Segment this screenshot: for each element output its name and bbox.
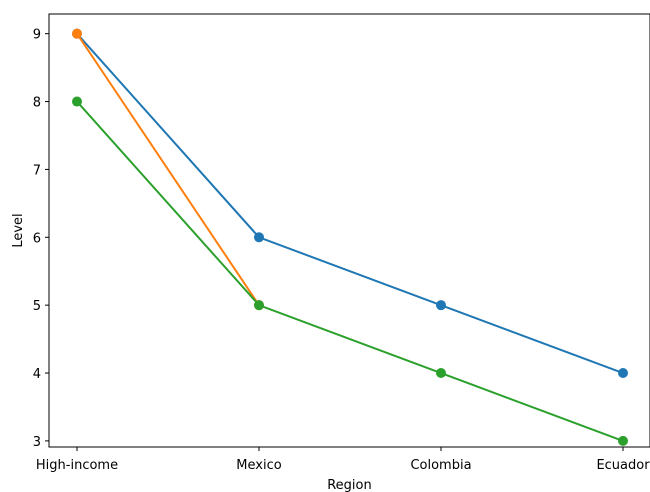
x-tick-label: Colombia xyxy=(410,458,471,473)
data-point xyxy=(436,300,446,311)
x-axis-ticks: High-income Mexico Colombia Ecuador xyxy=(36,447,650,473)
data-point xyxy=(436,368,446,379)
x-tick-label: Ecuador xyxy=(596,458,650,473)
y-axis-ticks: 3 4 5 6 7 8 9 xyxy=(33,28,49,450)
y-tick-label: 7 xyxy=(33,163,41,178)
y-axis-label: Level xyxy=(11,213,26,247)
series-line-1 xyxy=(76,33,624,374)
y-tick-label: 6 xyxy=(33,231,41,246)
y-tick-label: 9 xyxy=(33,28,41,43)
y-tick-label: 5 xyxy=(33,299,41,314)
x-tick-label: High-income xyxy=(36,458,118,473)
series-lines xyxy=(76,33,624,442)
data-point xyxy=(72,28,82,39)
data-point xyxy=(254,300,264,311)
data-point xyxy=(618,368,628,379)
data-point xyxy=(72,96,82,107)
x-axis-label: Region xyxy=(327,478,372,492)
series-line-2 xyxy=(76,33,260,306)
y-tick-label: 4 xyxy=(33,367,41,382)
plot-frame xyxy=(48,13,650,448)
y-tick-label: 3 xyxy=(33,435,41,450)
data-point xyxy=(618,435,628,446)
data-point xyxy=(254,232,264,243)
y-tick-label: 8 xyxy=(33,96,41,111)
x-tick-label: Mexico xyxy=(236,458,281,473)
series-line-3 xyxy=(76,100,624,442)
series-points xyxy=(72,28,628,446)
